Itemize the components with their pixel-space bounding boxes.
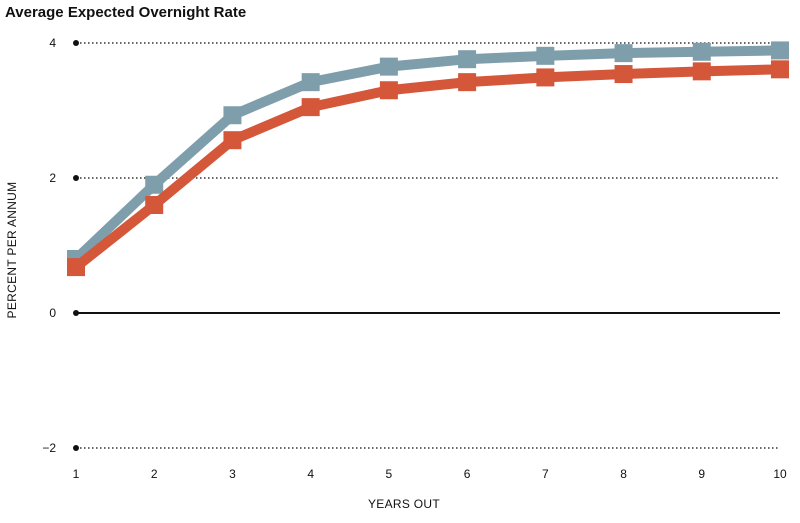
grid-dot	[73, 175, 79, 181]
data-point	[614, 65, 633, 84]
series-1	[67, 60, 789, 277]
x-tick-label: 9	[698, 467, 705, 481]
grid-lines	[73, 40, 780, 451]
chart-title: Average Expected Overnight Rate	[5, 4, 247, 21]
data-point	[145, 175, 164, 194]
data-point	[379, 57, 398, 76]
series-line	[71, 64, 785, 273]
x-tick-label: 4	[307, 467, 314, 481]
x-tick-label: 8	[620, 467, 627, 481]
x-tick-label: 10	[773, 467, 787, 481]
data-point	[458, 50, 477, 69]
y-tick-label: 4	[49, 36, 56, 50]
x-tick-label: 6	[464, 467, 471, 481]
y-tick-label: 0	[49, 306, 56, 320]
x-tick-label: 3	[229, 467, 236, 481]
data-point	[301, 73, 320, 92]
data-point	[536, 68, 555, 87]
series-line	[71, 45, 785, 264]
data-point	[771, 60, 789, 79]
x-tick-label: 2	[151, 467, 158, 481]
x-tick-label: 1	[73, 467, 80, 481]
data-point	[458, 73, 477, 92]
data-point	[379, 81, 398, 100]
data-point	[67, 258, 85, 277]
y-tick-label: −2	[42, 441, 56, 455]
data-point	[771, 41, 789, 60]
x-axis-label: YEARS OUT	[367, 497, 441, 511]
grid-dot	[73, 445, 79, 451]
data-point	[301, 98, 320, 117]
data-point	[145, 196, 164, 214]
data-point	[223, 131, 242, 150]
data-point	[692, 62, 711, 81]
data-point	[536, 46, 555, 65]
grid-dot	[73, 40, 79, 46]
data-point	[692, 42, 711, 61]
grid-dot	[73, 310, 79, 316]
x-tick-label: 5	[386, 467, 393, 481]
y-tick-labels: −2 0 2 4	[42, 36, 56, 455]
series-0	[67, 41, 789, 268]
series-layer	[67, 41, 789, 277]
data-point	[614, 44, 633, 63]
x-tick-labels: 1 2 3 4 5 6 7 8 9 10	[73, 467, 787, 481]
data-point	[223, 106, 242, 125]
x-tick-label: 7	[542, 467, 549, 481]
y-tick-label: 2	[49, 171, 56, 185]
